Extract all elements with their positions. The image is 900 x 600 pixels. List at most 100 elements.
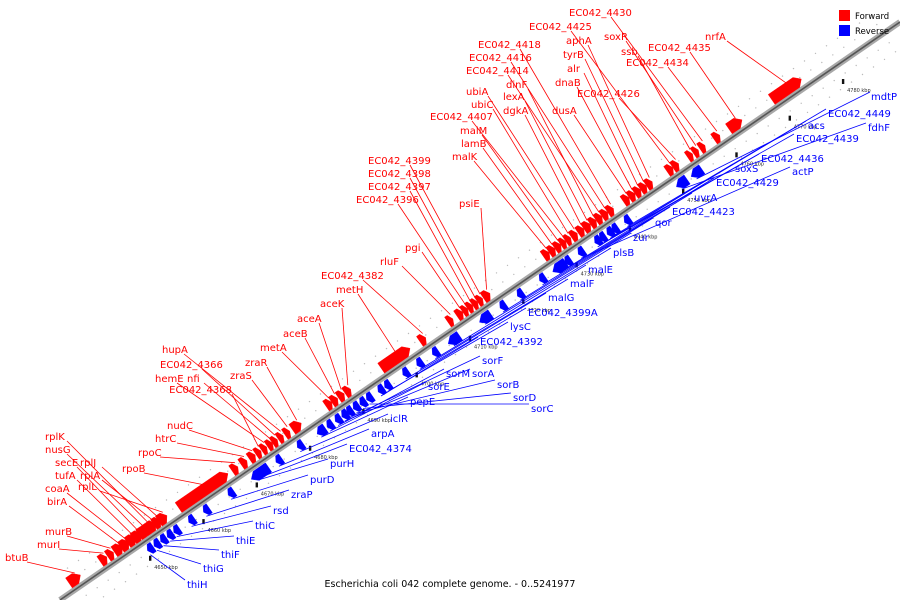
forward-label-line	[143, 472, 204, 485]
reverse-gene-ec042-4399a[interactable]	[402, 366, 412, 378]
forward-gene-malk[interactable]	[539, 249, 551, 262]
reverse-gene-ec042-4436[interactable]	[598, 230, 609, 243]
forward-gene-ubic[interactable]	[562, 234, 573, 247]
forward-gene-apha[interactable]	[642, 178, 654, 191]
reverse-gene-sorb[interactable]	[352, 400, 363, 413]
reverse-gene-plsb[interactable]	[479, 309, 495, 324]
forward-gene-malm[interactable]	[551, 241, 562, 254]
forward-gene-psie[interactable]	[479, 290, 491, 304]
reverse-gene-thic[interactable]	[173, 523, 183, 536]
forward-gene-nrfa[interactable]	[767, 77, 802, 105]
reverse-gene-ec042-4423[interactable]	[538, 272, 549, 284]
forward-gene-meta[interactable]	[322, 398, 333, 412]
forward-gene-aceb[interactable]	[328, 394, 339, 408]
forward-gene-alr[interactable]	[631, 186, 642, 199]
reverse-gene-pepe[interactable]	[316, 423, 329, 437]
reverse-gene-ec042-4429[interactable]	[564, 254, 575, 267]
reverse-gene-sorc[interactable]	[365, 391, 376, 403]
reverse-gene-qor[interactable]	[516, 287, 527, 300]
track-dot	[432, 369, 435, 371]
reverse-gene-sorf[interactable]	[346, 404, 356, 417]
forward-gene-btub[interactable]	[65, 573, 81, 589]
reverse-gene-ec042-4439[interactable]	[606, 225, 617, 238]
reverse-gene-sord[interactable]	[359, 395, 370, 408]
forward-gene-ec042-4414[interactable]	[592, 212, 603, 226]
forward-gene-pgi[interactable]	[453, 308, 464, 322]
forward-gene-ec042-4398[interactable]	[468, 298, 479, 311]
reverse-gene-iclr[interactable]	[296, 438, 307, 451]
reverse-gene-rsd[interactable]	[187, 513, 198, 526]
reverse-gene-thie[interactable]	[166, 528, 177, 541]
reverse-gene-malg[interactable]	[416, 356, 427, 369]
reverse-gene-thih[interactable]	[146, 541, 157, 554]
reverse-gene-fdhf[interactable]	[676, 174, 691, 189]
forward-gene-ec042-4382[interactable]	[416, 334, 427, 347]
reverse-gene-mdtp[interactable]	[690, 164, 706, 179]
forward-label-line	[76, 479, 132, 535]
forward-gene-muri[interactable]	[96, 553, 108, 567]
reverse-gene-ec042-4449[interactable]	[623, 213, 634, 226]
forward-gene-rpll[interactable]	[155, 512, 168, 527]
reverse-gene-ec042-4392[interactable]	[377, 383, 388, 396]
forward-gene-zras[interactable]	[281, 427, 292, 440]
reverse-gene-acs[interactable]	[611, 222, 622, 235]
forward-gene-dusa[interactable]	[619, 194, 631, 207]
forward-gene-coaa[interactable]	[117, 538, 130, 553]
forward-gene-acea[interactable]	[334, 390, 346, 403]
forward-gene-meth[interactable]	[377, 346, 411, 374]
reverse-gene-lysc[interactable]	[383, 378, 394, 391]
reverse-gene-thif[interactable]	[159, 532, 170, 545]
forward-gene-ec042-4426[interactable]	[669, 160, 680, 173]
reverse-gene-actp[interactable]	[577, 245, 588, 258]
forward-gene-ec042-4368[interactable]	[252, 447, 263, 460]
reverse-gene-soxs[interactable]	[594, 234, 604, 246]
forward-gene-bira[interactable]	[110, 543, 123, 557]
forward-gene-dinf[interactable]	[586, 216, 598, 230]
forward-gene-ec042-4430[interactable]	[696, 141, 707, 154]
forward-gene-ec042-4418[interactable]	[604, 204, 615, 218]
reverse-gene-thig[interactable]	[153, 537, 164, 550]
forward-gene-ec042-4416[interactable]	[598, 208, 609, 222]
forward-gene-acek[interactable]	[341, 385, 352, 399]
forward-gene-ec042-4407[interactable]	[557, 237, 568, 250]
forward-gene-ec042-4434[interactable]	[710, 131, 721, 145]
forward-gene-heme[interactable]	[258, 443, 269, 456]
reverse-gene-zur[interactable]	[499, 299, 510, 312]
forward-gene-label: rplL	[78, 482, 97, 493]
reverse-gene-zrap[interactable]	[202, 503, 213, 516]
forward-gene-murb[interactable]	[103, 548, 115, 562]
forward-gene-tyrb[interactable]	[636, 182, 648, 195]
reverse-gene-arpa[interactable]	[275, 453, 286, 466]
forward-gene-rpoc[interactable]	[228, 463, 239, 476]
forward-gene-ssb[interactable]	[683, 150, 694, 163]
forward-gene-ec042-4397[interactable]	[463, 301, 474, 314]
forward-label-line	[583, 72, 639, 186]
forward-gene-dnab[interactable]	[625, 190, 636, 203]
forward-gene-ec042-4396[interactable]	[459, 304, 470, 318]
forward-gene-ec042-4399[interactable]	[473, 294, 484, 307]
track-dot	[561, 226, 564, 229]
reverse-gene-ec042-4374[interactable]	[262, 462, 272, 475]
forward-gene-ubia[interactable]	[567, 229, 579, 243]
forward-gene-nfi[interactable]	[263, 439, 274, 452]
reverse-gene-sorm[interactable]	[334, 412, 345, 425]
forward-gene-ec042-4435[interactable]	[725, 118, 743, 135]
forward-gene-htrc[interactable]	[237, 457, 248, 470]
reverse-gene-sora[interactable]	[341, 408, 352, 420]
forward-gene-soxr[interactable]	[689, 146, 700, 159]
forward-gene-dgka[interactable]	[574, 225, 585, 238]
forward-gene-rpob[interactable]	[174, 471, 229, 513]
reverse-gene-male[interactable]	[447, 331, 464, 346]
forward-gene-nudc[interactable]	[245, 451, 257, 464]
forward-gene-hupa[interactable]	[274, 431, 285, 445]
forward-gene-ec042-4425[interactable]	[663, 164, 674, 177]
forward-gene-lexa[interactable]	[580, 220, 592, 234]
reverse-gene-purd[interactable]	[227, 486, 238, 499]
forward-gene-zrar[interactable]	[288, 420, 302, 435]
forward-gene-lamb[interactable]	[545, 245, 557, 258]
legend: Forward Reverse	[839, 10, 889, 37]
forward-gene-rluf[interactable]	[444, 315, 455, 328]
forward-gene-ec042-4366[interactable]	[268, 435, 279, 449]
reverse-gene-sore[interactable]	[326, 418, 337, 431]
reverse-gene-malf[interactable]	[431, 345, 442, 358]
